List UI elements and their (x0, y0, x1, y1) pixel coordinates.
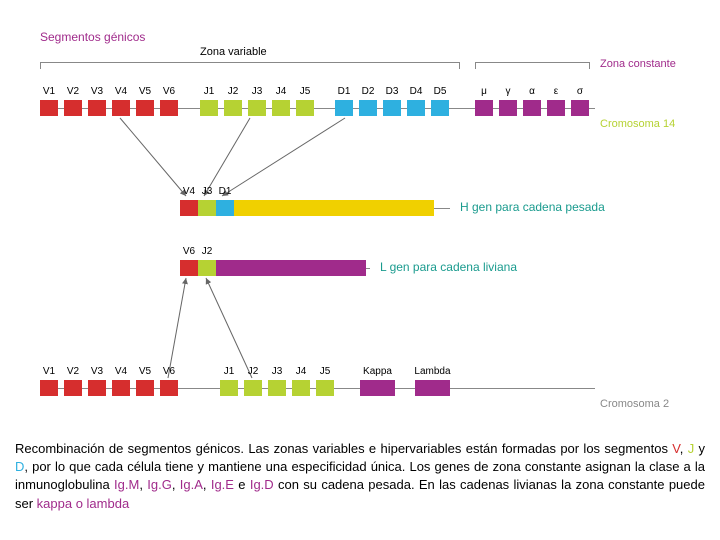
gene-segment (415, 380, 450, 396)
gene-segment (136, 380, 154, 396)
bracket-constant (475, 62, 590, 63)
segment-label: J2 (224, 86, 242, 97)
segment-label: D1 (335, 86, 353, 97)
segment-label: V1 (40, 86, 58, 97)
gene-segment (359, 100, 377, 116)
segment-label: J1 (200, 86, 218, 97)
gene-segment (216, 260, 366, 276)
bracket-variable (40, 62, 460, 63)
segment-label: D5 (431, 86, 449, 97)
zona-constante-label: Zona constante (600, 58, 676, 70)
segment-label: V5 (136, 86, 154, 97)
gene-segment (407, 100, 425, 116)
segment-label: J3 (248, 86, 266, 97)
gene-segment (547, 100, 565, 116)
gene-segment (40, 100, 58, 116)
gene-segment (180, 200, 198, 216)
gene-segment (160, 100, 178, 116)
segment-label: J4 (272, 86, 290, 97)
segment-label: D1 (216, 186, 234, 197)
segment-label: J5 (316, 366, 334, 377)
caption-text: Recombinación de segmentos génicos. Las … (15, 440, 705, 513)
segment-label: σ (571, 86, 589, 97)
gene-segment (112, 380, 130, 396)
segment-label: V5 (136, 366, 154, 377)
gene-segment (160, 380, 178, 396)
segment-label: V4 (112, 366, 130, 377)
gene-segment (316, 380, 334, 396)
segment-label: Kappa (355, 366, 400, 377)
segment-label: J5 (296, 86, 314, 97)
gene-segment (383, 100, 401, 116)
segment-label: γ (499, 86, 517, 97)
gene-segment (216, 200, 234, 216)
zona-variable-label: Zona variable (200, 46, 267, 58)
gene-segment (499, 100, 517, 116)
segment-label: μ (475, 86, 493, 97)
gene-segment (244, 380, 262, 396)
segment-label: V6 (160, 366, 178, 377)
segment-label: ε (547, 86, 565, 97)
segment-label: J2 (198, 246, 216, 257)
segment-label: V4 (112, 86, 130, 97)
gene-segment (88, 100, 106, 116)
gene-segment (360, 380, 395, 396)
segment-label: D4 (407, 86, 425, 97)
segment-label: J1 (220, 366, 238, 377)
gene-segment (200, 100, 218, 116)
segment-label: V4 (180, 186, 198, 197)
gene-segment (292, 380, 310, 396)
gene-segment (296, 100, 314, 116)
gene-segment (272, 100, 290, 116)
segment-label: V6 (160, 86, 178, 97)
segment-label: V3 (88, 366, 106, 377)
segment-label: D3 (383, 86, 401, 97)
gene-segment (523, 100, 541, 116)
gene-segment (431, 100, 449, 116)
gene-segment (268, 380, 286, 396)
gene-segment (88, 380, 106, 396)
gene-segment (248, 100, 266, 116)
gene-segment (475, 100, 493, 116)
gene-segment (64, 380, 82, 396)
segment-label: Lambda (410, 366, 455, 377)
segment-label: V3 (88, 86, 106, 97)
gene-segment (136, 100, 154, 116)
segment-label: J3 (268, 366, 286, 377)
chromosome-14-label: Cromosoma 14 (600, 118, 675, 130)
gene-segment (180, 260, 198, 276)
segment-label: V6 (180, 246, 198, 257)
gene-segment (40, 380, 58, 396)
segment-label: J2 (244, 366, 262, 377)
segment-label: α (523, 86, 541, 97)
light-chain-label: L gen para cadena liviana (380, 260, 517, 274)
gene-segment (234, 200, 434, 216)
gene-segment (224, 100, 242, 116)
segment-label: D2 (359, 86, 377, 97)
segment-label: V1 (40, 366, 58, 377)
gene-segment (220, 380, 238, 396)
segment-label: J3 (198, 186, 216, 197)
heavy-chain-label: H gen para cadena pesada (460, 200, 605, 214)
gene-segment (198, 200, 216, 216)
segments-label: Segmentos génicos (40, 30, 145, 44)
gene-segment (64, 100, 82, 116)
gene-segment (571, 100, 589, 116)
gene-segment (335, 100, 353, 116)
gene-segment (112, 100, 130, 116)
segment-label: J4 (292, 366, 310, 377)
segment-label: V2 (64, 86, 82, 97)
chromosome-2-label: Cromosoma 2 (600, 398, 669, 410)
segment-label: V2 (64, 366, 82, 377)
gene-segment (198, 260, 216, 276)
